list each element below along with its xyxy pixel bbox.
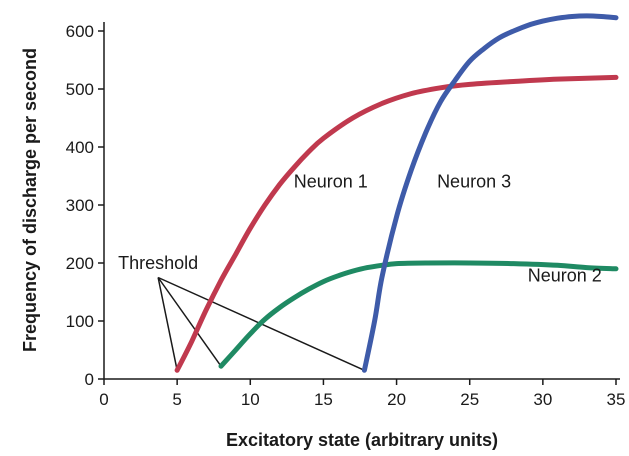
label-neuron-2: Neuron 2 <box>528 266 602 286</box>
y-axis-title: Frequency of discharge per second <box>20 48 40 352</box>
y-tick-label: 500 <box>66 80 94 99</box>
series-line-neuron-3 <box>361 13 619 373</box>
annotations: Neuron 1 Neuron 3 Neuron 2 Threshold <box>118 172 602 286</box>
y-ticks: 0 100 200 300 400 500 600 <box>66 22 104 389</box>
x-tick-label: 25 <box>460 390 479 409</box>
label-neuron-3: Neuron 3 <box>437 172 511 192</box>
x-tick-label: 20 <box>387 390 406 409</box>
x-ticks: 0 5 10 15 20 25 30 35 <box>99 379 625 409</box>
series-line-neuron-2 <box>218 260 619 369</box>
x-tick-label: 30 <box>533 390 552 409</box>
x-tick-label: 5 <box>172 390 181 409</box>
y-tick-label: 0 <box>85 370 94 389</box>
series-layer <box>174 13 619 373</box>
x-tick-label: 0 <box>99 390 108 409</box>
threshold-pointer-line <box>157 277 178 371</box>
x-axis-title: Excitatory state (arbitrary units) <box>226 430 498 450</box>
y-tick-label: 600 <box>66 22 94 41</box>
x-tick-label: 35 <box>607 390 626 409</box>
label-threshold: Threshold <box>118 253 198 273</box>
x-tick-label: 15 <box>314 390 333 409</box>
label-neuron-1: Neuron 1 <box>294 172 368 192</box>
y-tick-label: 400 <box>66 138 94 157</box>
y-tick-label: 100 <box>66 312 94 331</box>
threshold-pointer-line <box>157 277 222 367</box>
y-tick-label: 300 <box>66 196 94 215</box>
y-tick-label: 200 <box>66 254 94 273</box>
series-line-neuron-1 <box>174 74 619 373</box>
x-tick-label: 10 <box>241 390 260 409</box>
